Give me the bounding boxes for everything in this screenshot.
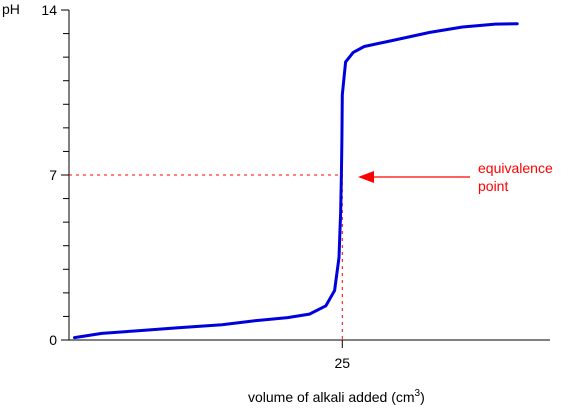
x-axis-label: volume of alkali added (cm3) xyxy=(248,388,425,405)
y-tick-label-7: 7 xyxy=(49,167,57,183)
equivalence-annotation: equivalence point xyxy=(358,160,553,194)
y-tick-label-14: 14 xyxy=(41,2,57,18)
titration-curve xyxy=(73,22,519,340)
x-axis-label-superscript: 3 xyxy=(415,388,421,399)
y-ticks: 0 7 14 xyxy=(41,2,69,348)
x-axis-label-main: volume of alkali added (cm xyxy=(248,389,415,405)
x-axis-label-close: ) xyxy=(420,389,425,405)
y-tick-label-0: 0 xyxy=(49,332,57,348)
series-layer xyxy=(73,22,519,340)
x-tick-label-25: 25 xyxy=(335,355,351,371)
x-ticks: 25 xyxy=(335,340,351,371)
annotation-label-line-1: equivalence xyxy=(478,160,553,176)
annotation-arrowhead xyxy=(358,171,374,183)
y-axis-label: pH xyxy=(2,1,20,17)
annotation-label-line-2: point xyxy=(478,178,508,194)
